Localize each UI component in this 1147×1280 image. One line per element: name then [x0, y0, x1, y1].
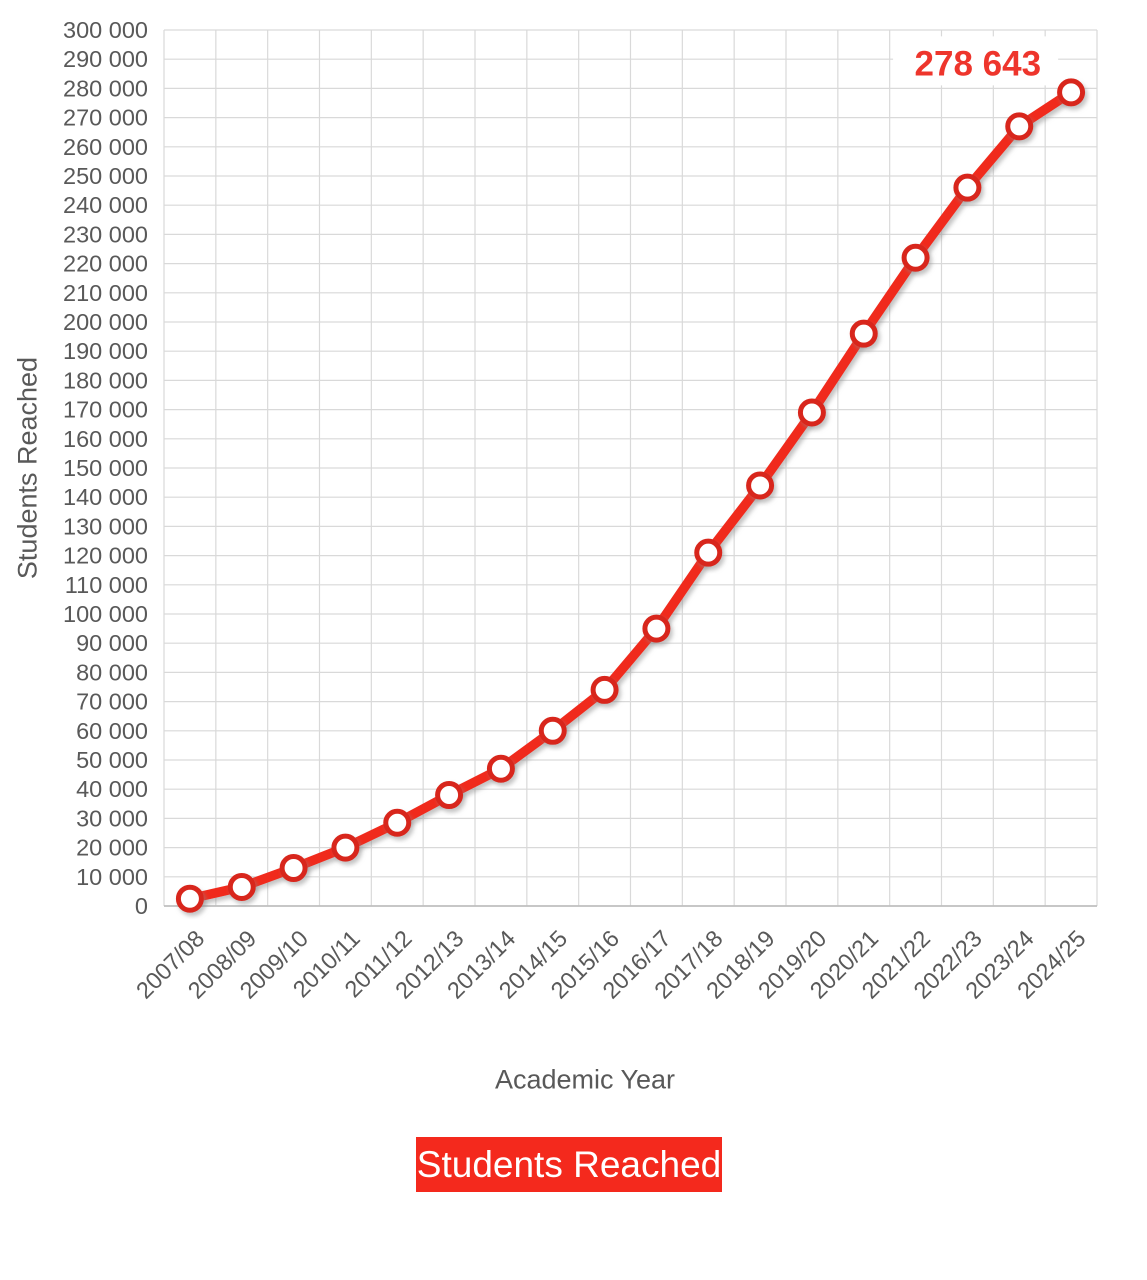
y-tick-label: 110 000	[65, 572, 148, 598]
data-point-marker	[279, 854, 308, 883]
y-tick-label: 230 000	[63, 221, 148, 247]
line-chart-svg: 0 10 000 20 000 30 000 40 000 50 000 60 000 70 …	[63, 17, 1098, 1004]
y-tick-label: 0	[135, 893, 148, 919]
data-point-marker	[590, 675, 619, 704]
data-point-marker	[1057, 78, 1086, 107]
y-tick-label: 210 000	[63, 280, 148, 306]
data-point-marker	[746, 471, 775, 500]
y-tick-label: 240 000	[63, 192, 148, 218]
y-tick-label: 120 000	[63, 543, 148, 569]
data-point-marker	[331, 833, 360, 862]
data-point-marker	[901, 243, 930, 272]
y-tick-label: 80 000	[76, 659, 148, 685]
y-tick-label: 130 000	[63, 513, 148, 539]
y-tick-label: 280 000	[63, 75, 148, 101]
y-axis-title: Students Reached	[12, 356, 43, 580]
y-tick-label: 70 000	[76, 689, 148, 715]
y-tick-label: 90 000	[76, 630, 148, 656]
legend-label: Students Reached	[416, 1144, 722, 1185]
y-tick-label: 250 000	[63, 163, 148, 189]
data-point-marker	[435, 781, 464, 810]
y-tick-label: 260 000	[63, 134, 148, 160]
y-tick-label: 140 000	[63, 484, 148, 510]
y-tick-label: 150 000	[63, 455, 148, 481]
data-point-marker	[1005, 112, 1034, 141]
y-tick-label: 200 000	[63, 309, 148, 335]
data-point-marker	[538, 716, 567, 745]
data-point-marker	[694, 538, 723, 567]
y-tick-label: 50 000	[76, 747, 148, 773]
data-point-marker	[486, 754, 515, 783]
y-tick-label: 20 000	[76, 835, 148, 861]
y-tick-label: 60 000	[76, 718, 148, 744]
y-tick-label: 100 000	[63, 601, 148, 627]
data-point-marker	[797, 398, 826, 427]
data-point-marker	[227, 873, 256, 902]
data-point-marker	[849, 319, 878, 348]
y-tick-label: 10 000	[76, 864, 148, 890]
data-point-marker	[175, 884, 204, 913]
y-tick-label: 30 000	[76, 805, 148, 831]
y-tick-label: 190 000	[63, 338, 148, 364]
annotation-label: 278 643	[915, 44, 1042, 83]
x-axis-title: Academic Year	[494, 1064, 676, 1095]
annotation-backing	[893, 36, 1059, 86]
data-point-marker	[383, 808, 412, 837]
y-tick-label: 270 000	[63, 105, 148, 131]
legend: Students Reached	[416, 1137, 722, 1192]
y-tick-label: 160 000	[63, 426, 148, 452]
data-point-marker	[953, 173, 982, 202]
y-tick-label: 300 000	[63, 17, 148, 43]
y-tick-label: 180 000	[63, 367, 148, 393]
y-tick-label: 170 000	[63, 397, 148, 423]
data-point-marker	[642, 614, 671, 643]
y-tick-label: 290 000	[63, 46, 148, 72]
y-tick-label: 40 000	[76, 776, 148, 802]
y-tick-label: 220 000	[63, 251, 148, 277]
